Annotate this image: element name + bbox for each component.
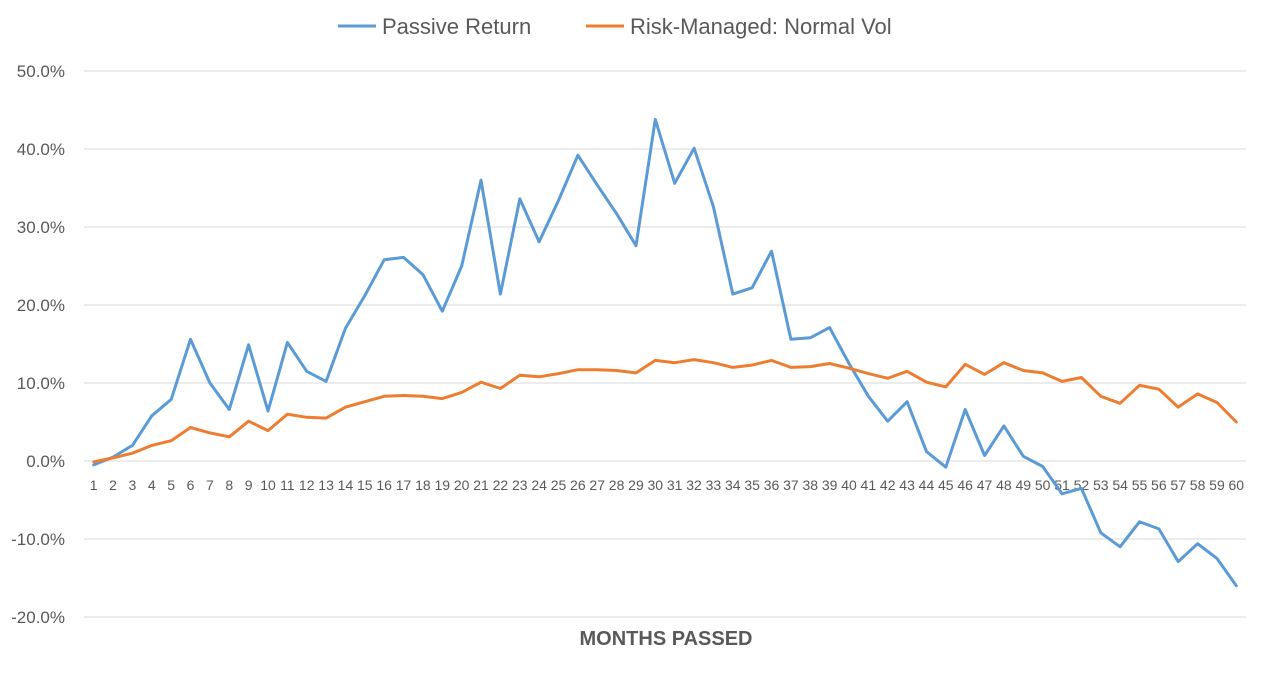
x-tick-label: 17 — [396, 477, 412, 493]
x-tick-label: 8 — [225, 477, 233, 493]
x-tick-label: 14 — [338, 477, 354, 493]
x-tick-label: 33 — [706, 477, 722, 493]
x-tick-label: 24 — [531, 477, 547, 493]
gridlines — [84, 70, 1246, 618]
x-tick-label: 43 — [899, 477, 915, 493]
x-tick-label: 41 — [861, 477, 877, 493]
x-tick-label: 29 — [628, 477, 644, 493]
legend: Passive Return Risk-Managed: Normal Vol — [338, 14, 892, 39]
x-tick-label: 1 — [90, 477, 98, 493]
x-tick-label: 40 — [841, 477, 857, 493]
x-tick-label: 55 — [1132, 477, 1148, 493]
x-tick-label: 34 — [725, 477, 741, 493]
x-tick-label: 56 — [1151, 477, 1167, 493]
x-tick-label: 6 — [187, 477, 195, 493]
x-tick-label: 53 — [1093, 477, 1109, 493]
x-tick-label: 20 — [454, 477, 470, 493]
x-tick-label: 42 — [880, 477, 896, 493]
x-tick-label: 59 — [1209, 477, 1225, 493]
x-tick-label: 22 — [493, 477, 509, 493]
x-tick-label: 10 — [260, 477, 276, 493]
x-axis-tick-labels: 1 2 3 4 5 6 7 8 9 10 11 12 13 14 15 16 17 18 19 20 21 22 23 24 2… — [90, 477, 1245, 493]
x-tick-label: 25 — [551, 477, 567, 493]
x-tick-label: 32 — [686, 477, 702, 493]
series-line-passive-return — [92, 117, 1238, 588]
x-tick-label: 35 — [744, 477, 760, 493]
x-tick-label: 60 — [1229, 477, 1245, 493]
x-tick-label: 16 — [376, 477, 392, 493]
legend-label-passive-return: Passive Return — [382, 14, 531, 39]
y-tick-label: -10.0% — [11, 530, 65, 549]
x-tick-label: 38 — [802, 477, 818, 493]
y-tick-label: 40.0% — [17, 140, 65, 159]
x-tick-label: 7 — [206, 477, 214, 493]
y-tick-label: 30.0% — [17, 218, 65, 237]
x-tick-label: 12 — [299, 477, 315, 493]
y-axis-tick-labels: -20.0% -10.0% 0.0% 10.0% 20.0% 30.0% 40.0% 50.0… — [11, 62, 65, 627]
x-tick-label: 36 — [764, 477, 780, 493]
x-tick-label: 3 — [129, 477, 137, 493]
x-tick-label: 49 — [1015, 477, 1031, 493]
x-tick-label: 58 — [1190, 477, 1206, 493]
x-tick-label: 31 — [667, 477, 683, 493]
x-tick-label: 44 — [919, 477, 935, 493]
series-line-risk-managed-normal-vol — [92, 358, 1238, 464]
x-tick-label: 45 — [938, 477, 954, 493]
series-lines — [92, 117, 1238, 588]
y-tick-label: -20.0% — [11, 608, 65, 627]
x-tick-label: 11 — [280, 477, 295, 493]
x-tick-label: 46 — [957, 477, 973, 493]
x-tick-label: 39 — [822, 477, 838, 493]
y-tick-label: 10.0% — [17, 374, 65, 393]
x-tick-label: 50 — [1035, 477, 1051, 493]
x-tick-label: 57 — [1170, 477, 1186, 493]
x-tick-label: 2 — [109, 477, 117, 493]
x-axis-title: MONTHS PASSED — [580, 628, 753, 650]
y-tick-label: 0.0% — [26, 452, 65, 471]
x-tick-label: 30 — [648, 477, 664, 493]
x-tick-label: 26 — [570, 477, 586, 493]
x-tick-label: 27 — [589, 477, 605, 493]
x-tick-label: 5 — [167, 477, 175, 493]
x-tick-label: 15 — [357, 477, 373, 493]
y-tick-label: 20.0% — [17, 296, 65, 315]
y-tick-label: 50.0% — [17, 62, 65, 81]
x-tick-label: 37 — [783, 477, 799, 493]
x-tick-label: 13 — [318, 477, 334, 493]
x-tick-label: 48 — [996, 477, 1012, 493]
x-tick-label: 54 — [1112, 477, 1128, 493]
x-tick-label: 23 — [512, 477, 528, 493]
x-tick-label: 19 — [434, 477, 450, 493]
legend-label-risk-managed: Risk-Managed: Normal Vol — [630, 14, 892, 39]
x-tick-label: 18 — [415, 477, 431, 493]
x-tick-label: 47 — [977, 477, 993, 493]
x-tick-label: 9 — [245, 477, 253, 493]
x-tick-label: 28 — [609, 477, 625, 493]
x-tick-label: 4 — [148, 477, 156, 493]
x-tick-label: 21 — [473, 477, 489, 493]
